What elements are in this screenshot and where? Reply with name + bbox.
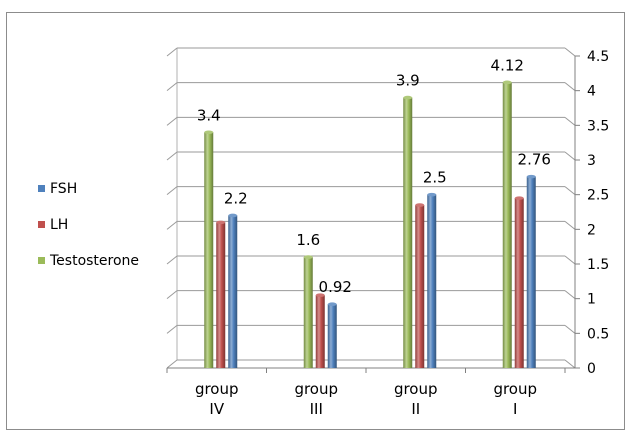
legend-label: Testosterone <box>49 253 139 269</box>
data-label: 3.4 <box>197 106 221 124</box>
legend-swatch <box>38 185 45 192</box>
gridline-side <box>564 47 576 57</box>
bar-top <box>403 95 413 100</box>
data-label: 2.2 <box>224 189 248 207</box>
data-label: 4.12 <box>491 56 524 74</box>
gridline-side <box>564 359 576 369</box>
x-tick-label: group <box>394 380 438 398</box>
y-tick-label: 2.5 <box>587 188 609 204</box>
data-label: 3.9 <box>396 72 420 90</box>
x-tick-label: II <box>411 400 420 418</box>
y-tick-label: 1.5 <box>587 257 609 273</box>
legend-swatch <box>38 221 45 228</box>
y-tick-label: 0.5 <box>587 326 609 342</box>
x-tick-label: I <box>513 400 517 418</box>
y-tick-label: 3 <box>587 153 596 169</box>
bar <box>315 295 325 368</box>
gridline-side <box>564 151 576 161</box>
bar-top <box>204 130 214 135</box>
bar <box>502 82 512 368</box>
bar <box>427 194 437 368</box>
x-tick-label: group <box>493 380 537 398</box>
bar-top <box>315 293 325 298</box>
gridline-side <box>166 359 178 369</box>
x-tick-label: IV <box>209 400 224 418</box>
gridline-side <box>564 220 576 230</box>
legend-swatch <box>38 257 45 264</box>
x-tick-label: III <box>310 400 323 418</box>
y-tick-label: 3.5 <box>587 118 609 134</box>
bar-top <box>327 302 337 307</box>
data-label: 2.5 <box>423 169 447 187</box>
gridline-side <box>166 324 178 334</box>
data-label: 1.6 <box>296 231 320 249</box>
bar-top <box>228 213 238 218</box>
legend-label: FSH <box>50 181 77 197</box>
gridline-side <box>564 255 576 265</box>
bar <box>415 205 425 368</box>
gridline-side <box>166 47 178 57</box>
bar <box>526 176 536 368</box>
gridline-side <box>166 290 178 300</box>
gridline-side <box>166 255 178 265</box>
bar-top <box>303 255 313 259</box>
bar-top <box>526 174 536 179</box>
gridline-side <box>564 116 576 126</box>
bar-top <box>415 203 425 207</box>
bar-top <box>216 220 226 225</box>
y-tick-label: 0 <box>587 361 596 377</box>
gridline-side <box>166 151 178 161</box>
y-tick-label: 2 <box>587 222 596 238</box>
y-tick-label: 1 <box>587 292 596 308</box>
bar-top <box>427 192 437 197</box>
bar <box>514 198 524 368</box>
gridline-side <box>564 186 576 196</box>
x-tick-label: group <box>195 380 239 398</box>
gridline-side <box>564 82 576 92</box>
bar-top <box>502 80 512 85</box>
y-tick-label: 4.5 <box>587 49 609 65</box>
x-tick-label: group <box>294 380 338 398</box>
bar-top <box>514 196 524 200</box>
gridline-side <box>166 220 178 230</box>
y-tick-label: 4 <box>587 84 596 100</box>
bar <box>216 222 226 368</box>
gridline-side <box>166 186 178 196</box>
gridline-side <box>166 116 178 126</box>
bar <box>303 257 313 368</box>
gridline-side <box>564 290 576 300</box>
bar <box>327 304 337 368</box>
bar <box>228 215 238 368</box>
bar <box>403 97 413 368</box>
legend-label: LH <box>50 217 68 233</box>
bar <box>204 132 214 368</box>
data-label: 2.76 <box>518 151 551 169</box>
gridline-side <box>564 324 576 334</box>
gridline-side <box>166 82 178 92</box>
data-label: 0.92 <box>319 278 352 296</box>
